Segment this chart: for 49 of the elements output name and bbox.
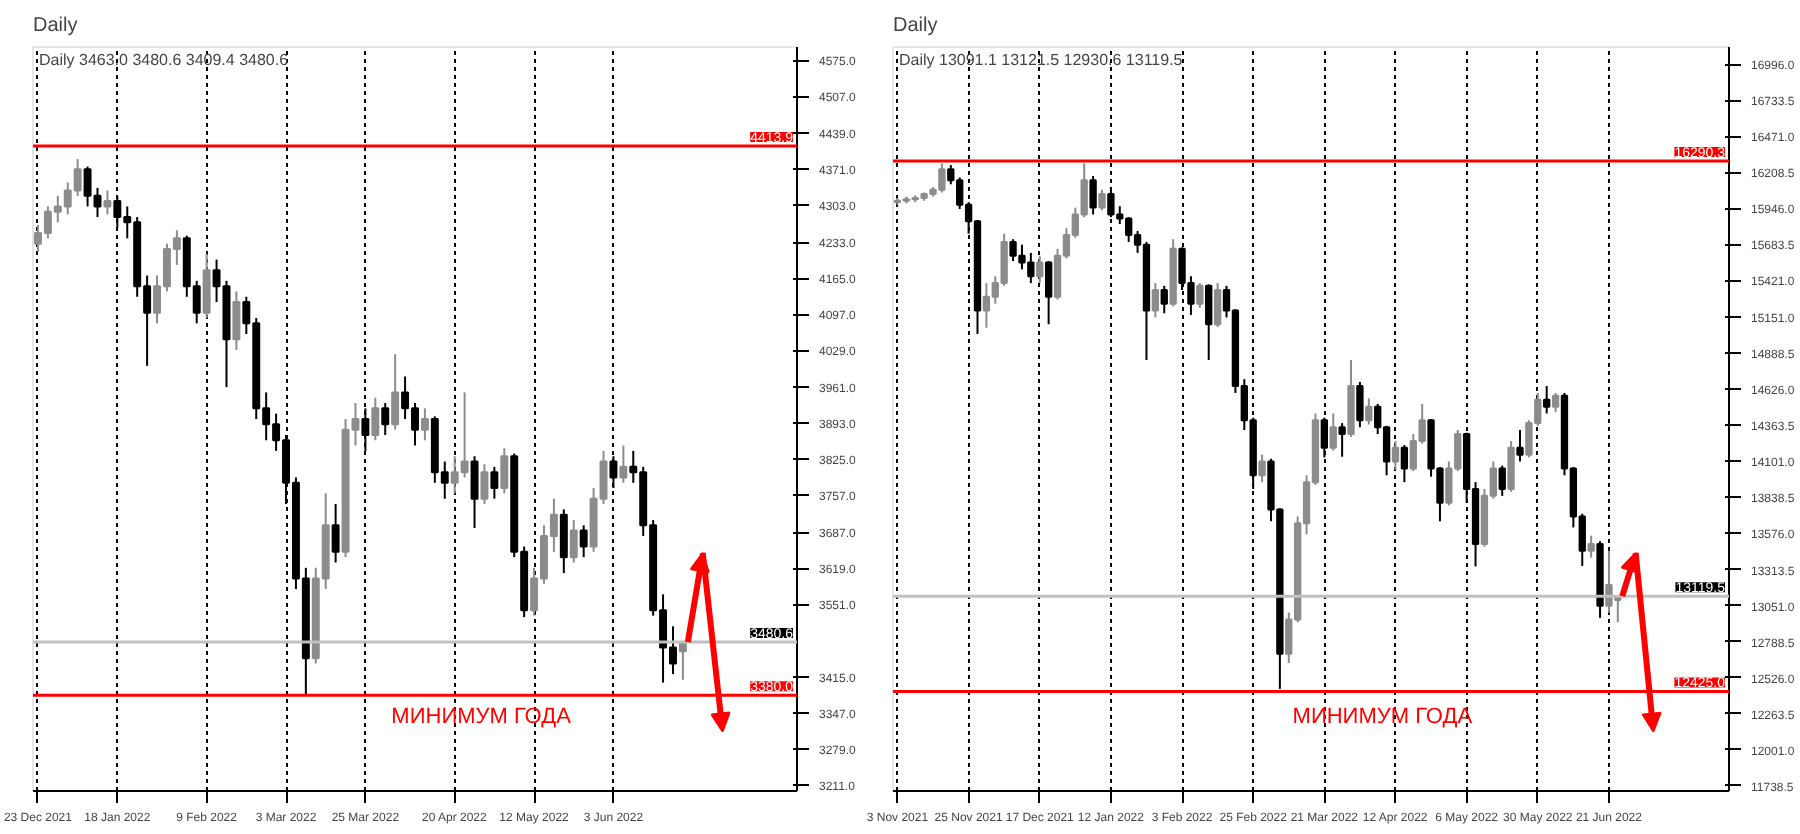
candlestick xyxy=(1044,260,1053,326)
candlestick xyxy=(569,518,578,564)
candlestick xyxy=(1036,254,1044,285)
candlestick xyxy=(1400,444,1409,484)
candlestick xyxy=(232,290,241,351)
candlestick xyxy=(490,465,499,500)
candlestick xyxy=(202,252,211,320)
candlestick xyxy=(1507,439,1515,493)
candlestick xyxy=(1391,439,1400,471)
candlestick xyxy=(1551,391,1560,414)
candlestick xyxy=(391,353,400,431)
candlestick xyxy=(1258,453,1266,484)
candlestick xyxy=(1587,534,1595,559)
chart-title: Daily xyxy=(893,15,938,37)
candlestick xyxy=(470,455,479,529)
candlestick xyxy=(381,402,390,436)
candlestick xyxy=(1356,380,1364,429)
candlestick xyxy=(103,189,112,216)
chart-subtitle: Daily 3463.0 3480.6 3409.4 3480.6 xyxy=(39,51,290,69)
annotation: МИНИМУМ ГОДА xyxy=(391,704,573,729)
candlestick xyxy=(1205,283,1213,361)
candlestick xyxy=(982,282,991,329)
candlestick xyxy=(1098,188,1106,212)
candlestick xyxy=(420,407,429,442)
candlestick xyxy=(480,463,489,506)
candlestick xyxy=(1338,422,1346,458)
candlestick xyxy=(579,524,588,559)
candlestick xyxy=(1160,284,1168,315)
candlestick xyxy=(371,396,380,442)
candlestick xyxy=(1605,549,1613,614)
candlestick xyxy=(1320,416,1329,459)
candlestick xyxy=(1329,412,1337,452)
candlestick xyxy=(1151,282,1160,319)
candlestick xyxy=(500,447,509,495)
chart-title: Daily xyxy=(33,15,78,37)
candlestick xyxy=(1213,282,1222,329)
candlestick xyxy=(1196,282,1204,309)
candlestick xyxy=(1543,385,1551,415)
candlestick xyxy=(361,407,370,452)
candlestick xyxy=(619,444,628,484)
candlestick xyxy=(1498,464,1506,497)
chart-subtitle: Daily 13091.1 13121.5 12930.6 13119.5 xyxy=(899,51,1184,69)
annotation: МИНИМУМ ГОДА xyxy=(1292,704,1474,729)
candlestick xyxy=(1089,175,1097,216)
candlestick xyxy=(1365,397,1373,426)
candlestick xyxy=(559,508,568,575)
candlestick xyxy=(1107,186,1115,219)
candlestick xyxy=(331,503,340,564)
candlestick xyxy=(1516,428,1524,463)
